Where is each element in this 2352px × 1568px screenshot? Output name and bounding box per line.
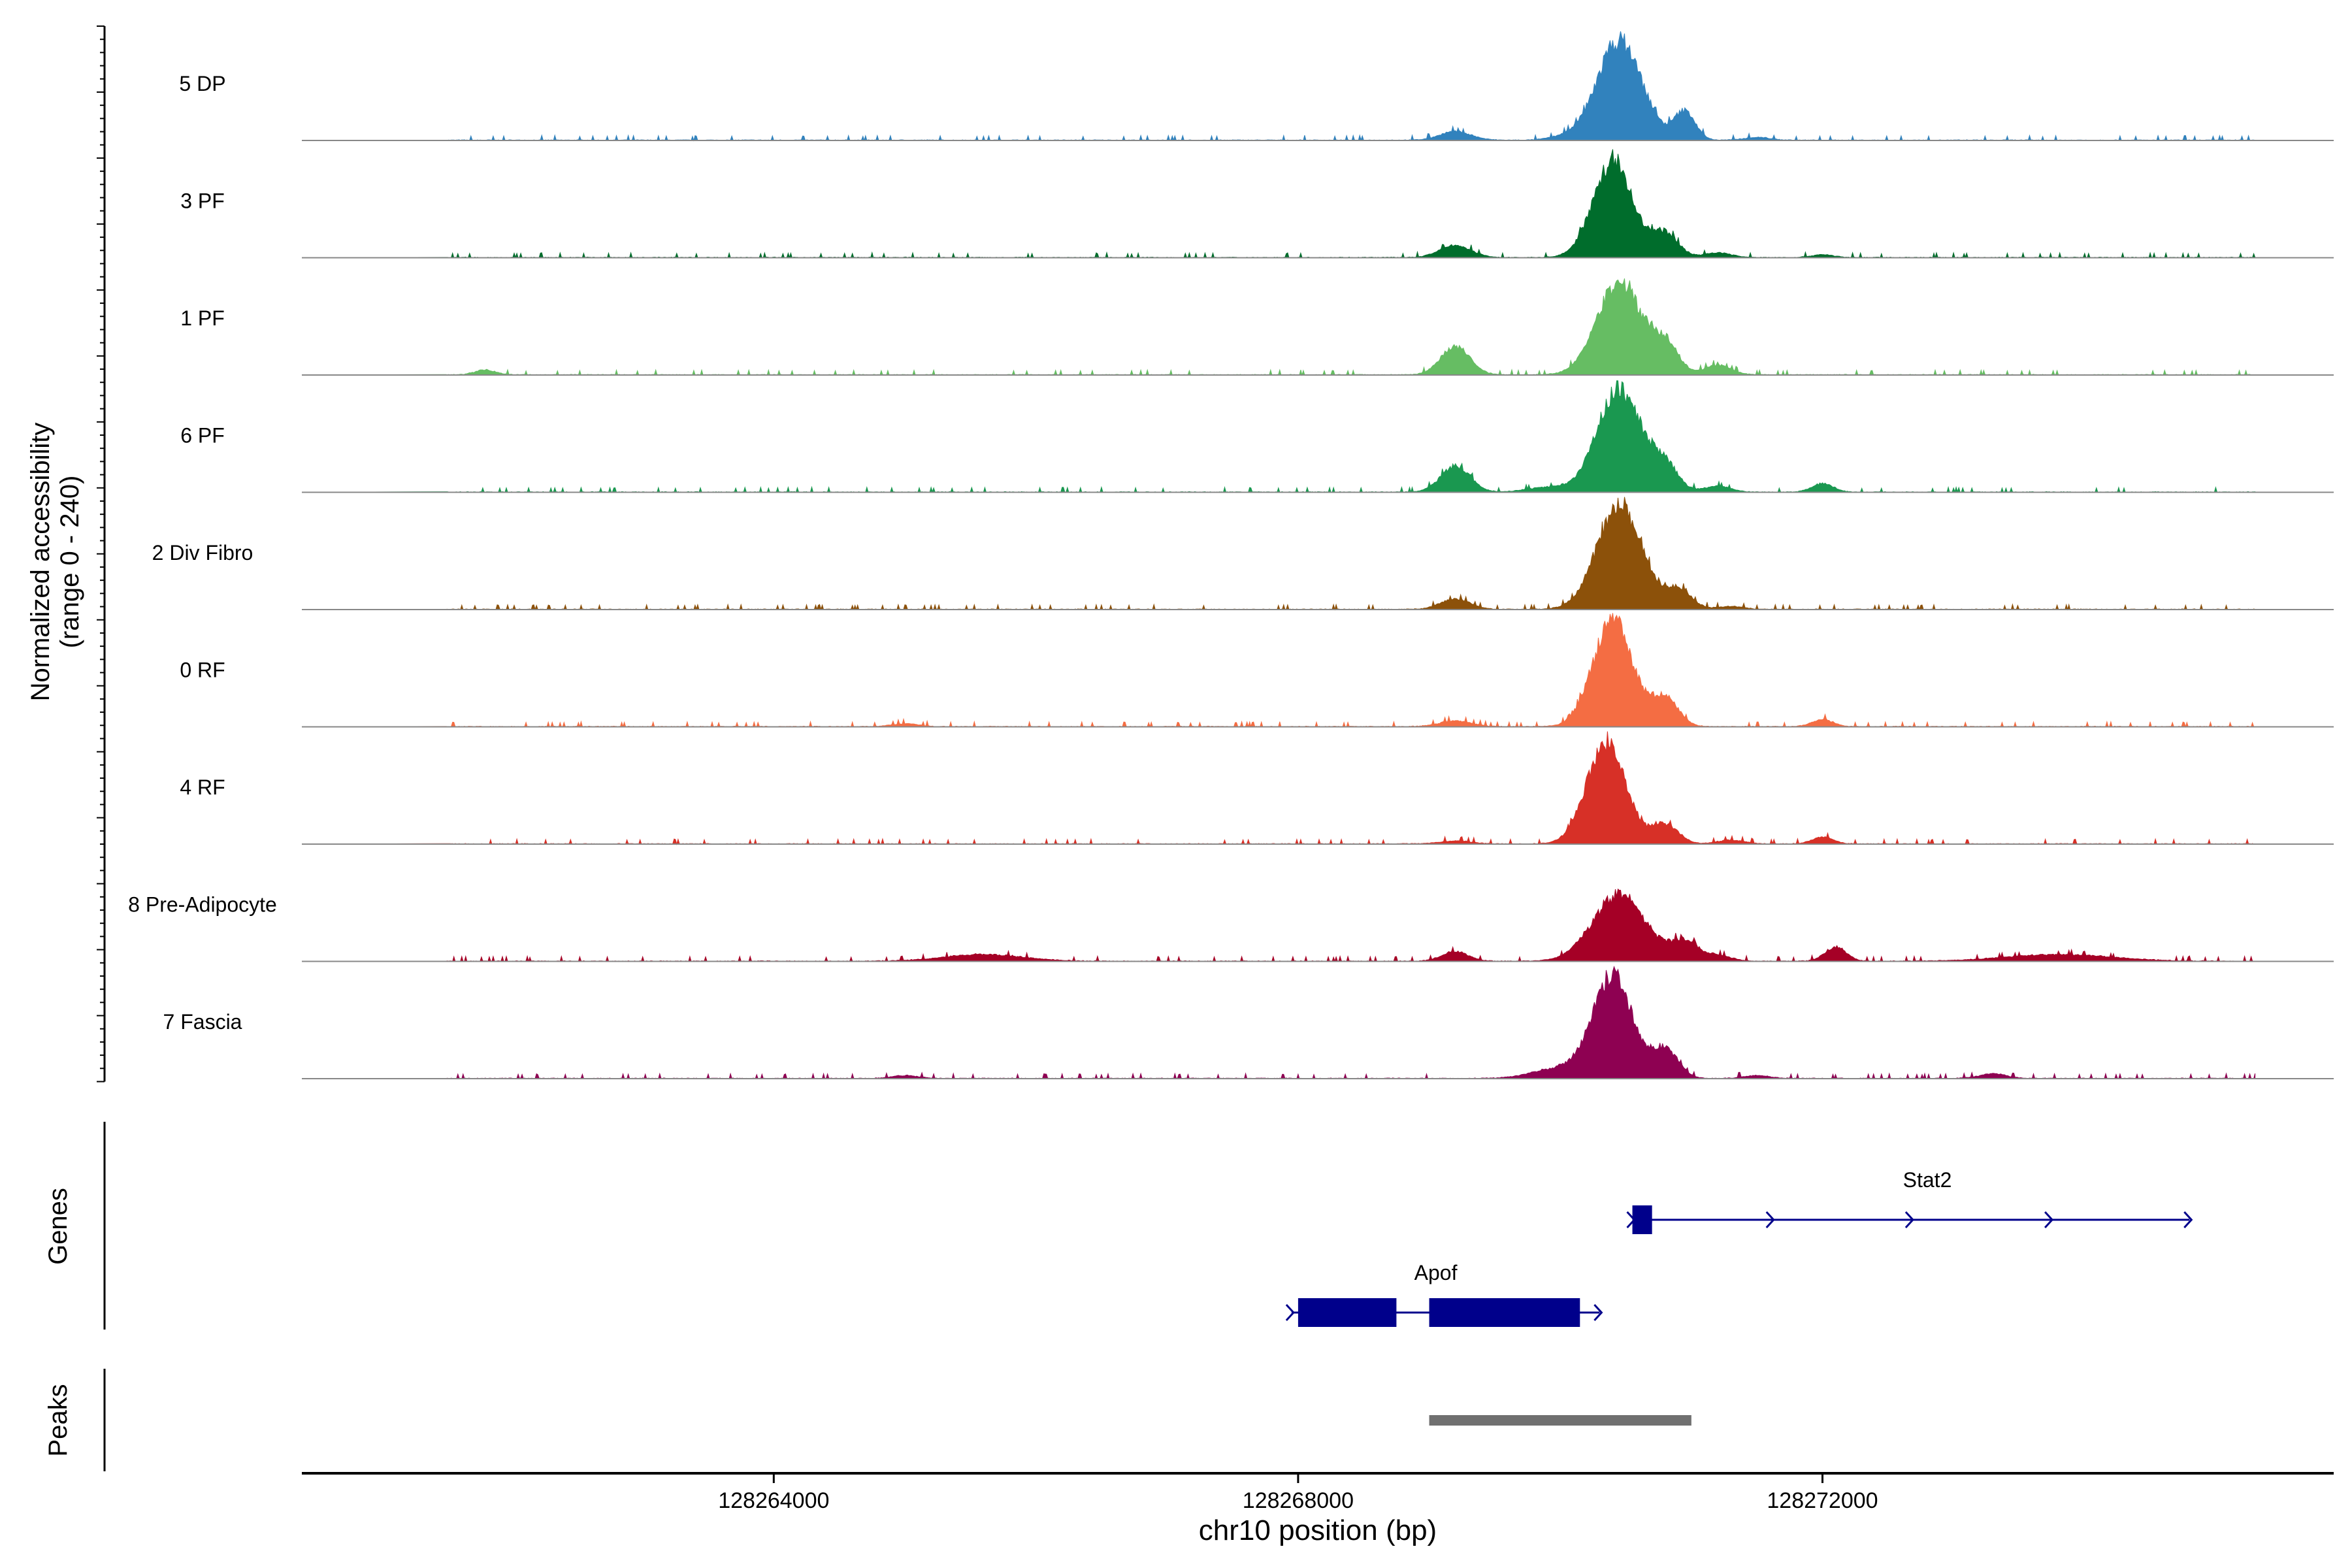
track-label: 1 PF — [180, 306, 225, 330]
track-4-rf: 4 RF — [180, 731, 2334, 845]
x-tick-label: 128264000 — [718, 1488, 829, 1513]
peak-region — [1429, 1415, 1691, 1426]
track-signal — [301, 149, 2256, 259]
peak-track — [1429, 1415, 1691, 1426]
track-6-pf: 6 PF — [180, 380, 2334, 493]
track-signal — [301, 613, 2256, 728]
track-signal — [301, 731, 2256, 845]
gene-stat2: Stat2 — [1626, 1168, 2193, 1234]
strand-arrow — [2044, 1211, 2054, 1229]
gene-exon — [1298, 1298, 1397, 1327]
track-label: 5 DP — [179, 72, 225, 95]
y-axis-label-line1: Normalized accessibility — [26, 423, 55, 702]
track-label: 4 RF — [180, 776, 225, 799]
track-signal — [301, 966, 2256, 1080]
gene-label: Stat2 — [1903, 1168, 1952, 1192]
x-axis: 128264000 128268000 128272000 — [718, 1473, 1878, 1513]
track-0-rf: 0 RF — [180, 613, 2334, 728]
genes-axis-label: Genes — [44, 1188, 73, 1265]
gene-track: Stat2 Apof — [1285, 1168, 2193, 1327]
track-label: 7 Fascia — [163, 1010, 242, 1034]
track-label: 0 RF — [180, 659, 225, 682]
accessibility-tracks: 5 DP 3 PF 1 PF 6 PF 2 Div Fibro 0 RF 4 RF 8 Pre… — [128, 31, 2334, 1080]
track-signal — [301, 497, 2256, 611]
gene-exon — [1429, 1298, 1580, 1327]
y-axis-label-line2: (range 0 - 240) — [56, 476, 84, 649]
strand-arrow — [1765, 1211, 1775, 1229]
track-8-pre-adipocyte: 8 Pre-Adipocyte — [128, 888, 2334, 962]
track-signal — [301, 380, 2256, 493]
track-label: 2 Div Fibro — [152, 541, 253, 564]
track-3-pf: 3 PF — [180, 149, 2334, 259]
strand-arrow — [1593, 1303, 1603, 1322]
peaks-axis-label: Peaks — [44, 1384, 73, 1456]
gene-apof: Apof — [1285, 1261, 1603, 1327]
x-tick-label: 128272000 — [1767, 1488, 1878, 1513]
track-signal — [302, 31, 2256, 142]
strand-arrow — [1904, 1211, 1914, 1229]
track-7-fascia: 7 Fascia — [163, 966, 2334, 1080]
track-label: 8 Pre-Adipocyte — [128, 893, 277, 917]
track-2-div-fibro: 2 Div Fibro — [152, 497, 2334, 611]
track-5-dp: 5 DP — [179, 31, 2334, 142]
track-signal — [301, 278, 2255, 376]
strand-arrow — [1285, 1303, 1295, 1322]
x-tick-label: 128268000 — [1243, 1488, 1354, 1513]
track-label: 3 PF — [180, 189, 225, 213]
gene-exon — [1632, 1205, 1652, 1234]
x-axis-label: chr10 position (bp) — [1199, 1514, 1437, 1546]
track-label: 6 PF — [180, 424, 225, 448]
track-signal — [301, 888, 2256, 962]
accessibility-y-axis — [97, 25, 106, 1083]
gene-label: Apof — [1414, 1261, 1458, 1284]
track-1-pf: 1 PF — [180, 278, 2334, 376]
strand-arrow — [2183, 1211, 2193, 1229]
